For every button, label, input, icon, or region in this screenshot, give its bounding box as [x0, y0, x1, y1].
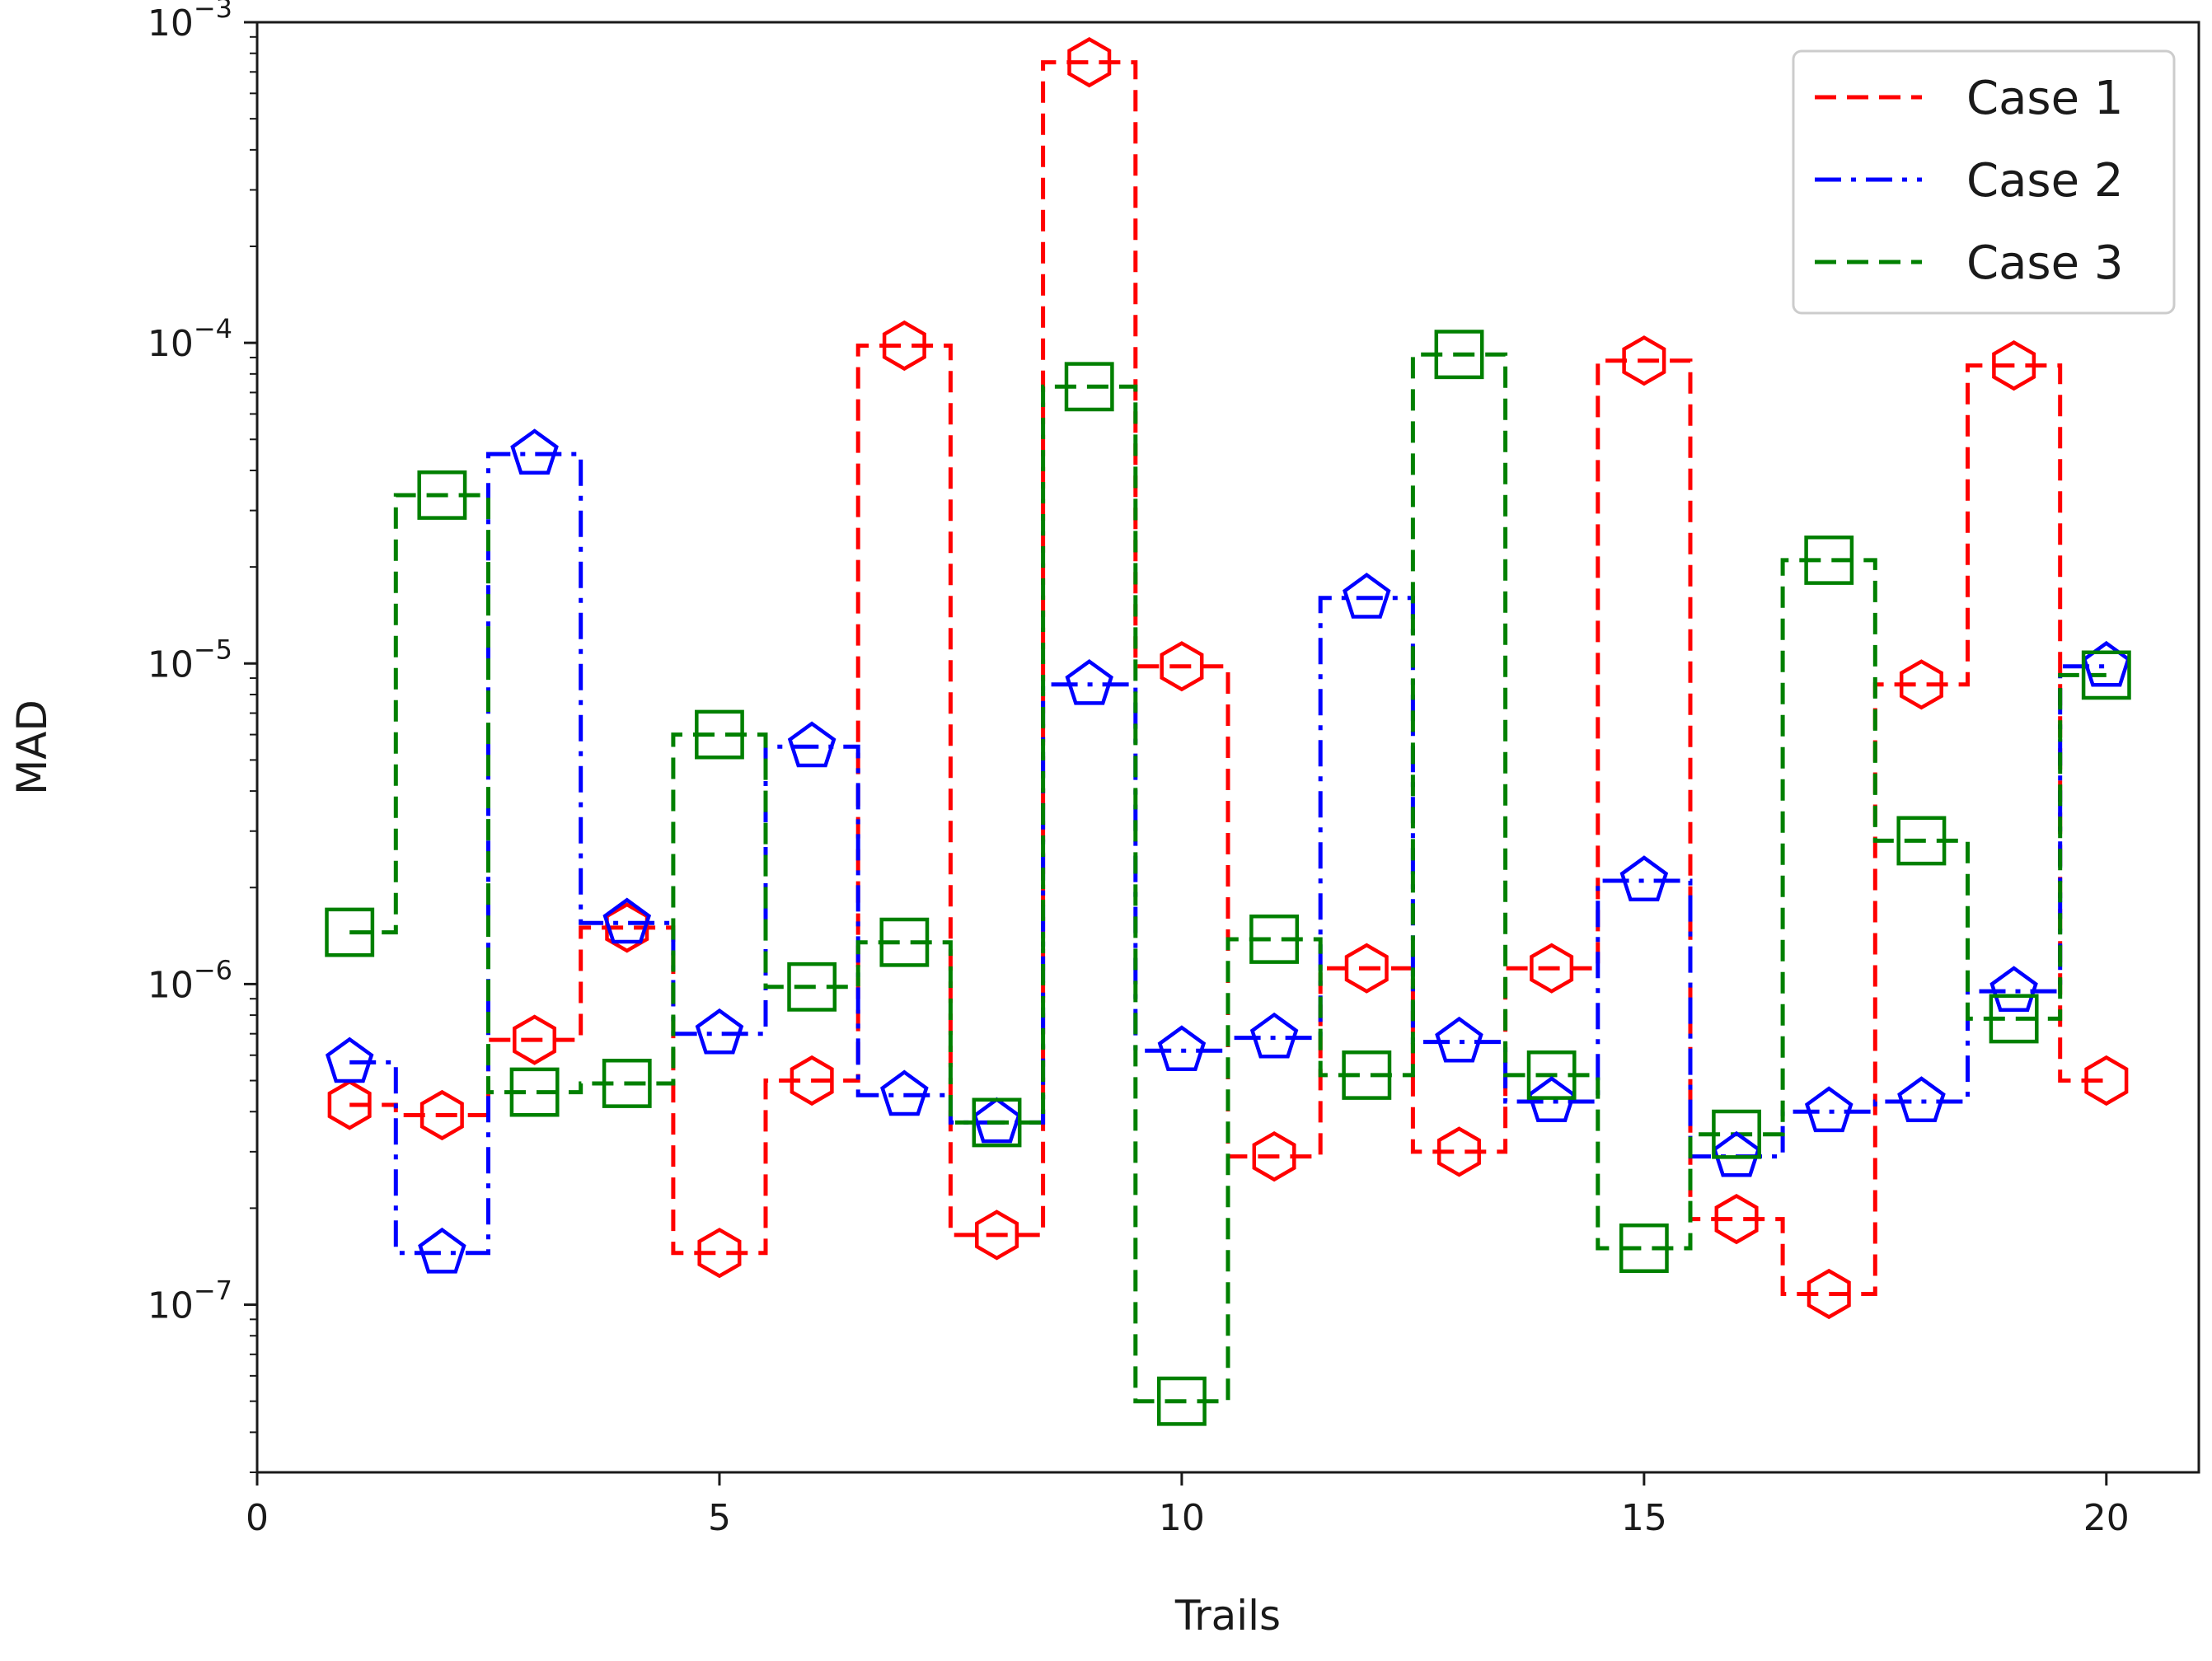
data-point-case-1 — [1622, 335, 1666, 386]
data-point-case-2 — [1065, 659, 1113, 705]
data-point-case-2 — [695, 1008, 744, 1055]
data-point-case-1 — [1067, 37, 1112, 88]
x-tick-label: 10 — [1159, 1497, 1205, 1539]
series-layer — [349, 60, 2107, 1404]
data-point-case-2 — [1249, 1012, 1299, 1059]
data-point-case-2 — [1897, 1076, 1946, 1122]
data-point-case-3 — [1342, 1050, 1392, 1100]
x-axis-ticks: 0 5 10 15 20 — [246, 1472, 2130, 1539]
data-point-case-1 — [1807, 1268, 1851, 1320]
data-point-case-1 — [1252, 1131, 1296, 1182]
data-point-case-3 — [602, 1059, 652, 1108]
data-point-case-3 — [1804, 535, 1854, 585]
data-point-case-2 — [1619, 855, 1669, 901]
x-tick-label: 15 — [1621, 1497, 1667, 1539]
data-point-case-2 — [602, 897, 652, 944]
data-point-case-2 — [2082, 640, 2131, 687]
data-point-case-1 — [2084, 1055, 2129, 1107]
data-point-case-3 — [417, 470, 467, 520]
data-point-case-2 — [972, 1097, 1021, 1144]
data-point-case-3 — [1989, 994, 2039, 1044]
data-point-case-1 — [1899, 659, 1943, 710]
legend: Case 1 Case 2 Case 3 — [1792, 49, 2176, 315]
data-point-case-2 — [1804, 1086, 1853, 1133]
data-point-case-1 — [513, 1014, 557, 1065]
data-point-case-2 — [880, 1069, 929, 1116]
data-point-case-1 — [1344, 943, 1389, 994]
y-tick-label: 10−7 — [148, 1275, 232, 1327]
series-line-case-3 — [349, 352, 2107, 1404]
data-point-case-1 — [419, 1089, 464, 1141]
x-tick-label: 20 — [2083, 1497, 2130, 1539]
data-point-case-1 — [790, 1055, 834, 1107]
y-axis-label: MAD — [8, 699, 56, 795]
x-tick-label: 5 — [708, 1497, 731, 1539]
data-point-case-1 — [1714, 1194, 1759, 1245]
data-point-case-3 — [787, 962, 837, 1012]
data-point-case-3 — [1064, 362, 1114, 412]
y-tick-label: 10−5 — [148, 634, 232, 685]
legend-label-case-2: Case 2 — [1966, 154, 2123, 208]
data-point-case-2 — [1435, 1016, 1483, 1063]
data-point-case-3 — [879, 917, 930, 967]
data-point-case-1 — [882, 320, 926, 372]
data-point-case-2 — [1712, 1130, 1761, 1177]
data-point-case-1 — [327, 1079, 372, 1130]
data-point-case-2 — [510, 428, 559, 475]
y-tick-label: 10−6 — [148, 954, 232, 1006]
data-point-case-2 — [1989, 966, 2038, 1012]
plot-area — [325, 37, 2131, 1426]
data-point-case-3 — [695, 709, 744, 760]
data-point-case-3 — [1249, 915, 1300, 964]
data-point-case-1 — [1992, 340, 2036, 391]
x-tick-label: 0 — [246, 1497, 269, 1539]
data-point-case-3 — [2081, 650, 2131, 700]
data-point-case-2 — [1157, 1025, 1207, 1072]
marker-layer — [325, 37, 2131, 1426]
data-point-case-3 — [1434, 330, 1484, 380]
data-point-case-3 — [972, 1097, 1022, 1148]
data-point-case-3 — [509, 1067, 560, 1117]
data-point-case-2 — [1527, 1076, 1576, 1122]
legend-box — [1792, 49, 2176, 315]
data-point-case-3 — [1619, 1224, 1669, 1273]
legend-label-case-1: Case 1 — [1966, 72, 2123, 125]
data-point-case-1 — [1160, 641, 1204, 692]
data-point-case-2 — [1343, 573, 1391, 619]
axes-frame — [255, 21, 2200, 1474]
x-axis-label: Trails — [1174, 1592, 1281, 1640]
legend-label-case-3: Case 3 — [1966, 236, 2123, 290]
y-tick-label: 10−3 — [148, 0, 232, 44]
data-point-case-3 — [1156, 1376, 1207, 1426]
y-tick-label: 10−4 — [148, 313, 232, 365]
y-axis-ticks: 10−7 10−6 10−5 10−4 10−3 — [148, 0, 257, 1473]
data-point-case-1 — [1530, 943, 1574, 994]
data-point-case-2 — [325, 1036, 374, 1083]
series-line-case-1 — [349, 60, 2107, 1296]
data-point-case-1 — [697, 1228, 742, 1279]
data-point-case-3 — [1526, 1050, 1577, 1100]
data-point-case-1 — [1436, 1126, 1481, 1177]
data-point-case-3 — [1712, 1109, 1761, 1159]
data-point-case-3 — [1896, 816, 1947, 866]
data-point-case-1 — [975, 1209, 1019, 1261]
data-point-case-2 — [418, 1227, 466, 1274]
data-point-case-3 — [325, 907, 375, 957]
data-point-case-2 — [787, 721, 837, 768]
